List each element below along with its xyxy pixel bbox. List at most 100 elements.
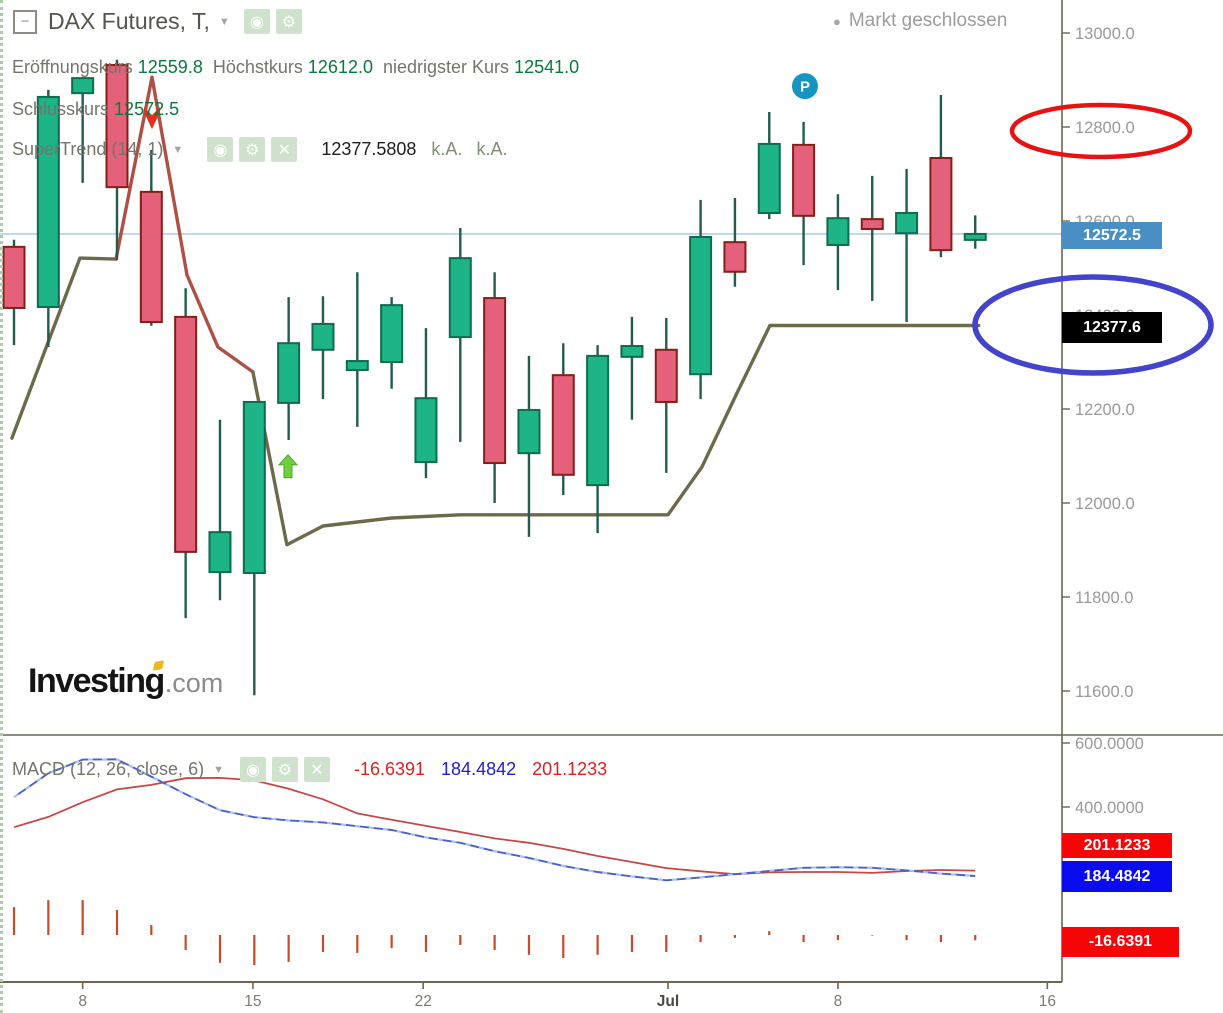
supertrend-na1: k.A. [431, 139, 463, 159]
price-axis-label: 11600.0 [1075, 683, 1133, 701]
time-axis-label: 8 [78, 993, 87, 1010]
candle [36, 89, 60, 347]
macd-histogram [12, 900, 977, 966]
candle-body [277, 342, 301, 404]
open-value: 12559.8 [137, 57, 203, 77]
ohlc-row: Eröffnungskurs 12559.8 Höchstkurs 12612.… [12, 57, 579, 78]
supertrend-segment-down [114, 75, 255, 374]
candle [586, 345, 610, 534]
supertrend-price-badge: 12377.6 [1062, 312, 1162, 343]
candle [448, 228, 472, 442]
chevron-down-icon[interactable]: ▼ [218, 15, 230, 28]
candle-body [345, 360, 369, 371]
market-status: ● Markt geschlossen [833, 10, 1007, 32]
time-axis-label: 8 [834, 993, 843, 1010]
candle-body [483, 297, 507, 465]
candle-body [757, 142, 781, 215]
collapse-icon[interactable]: − [13, 9, 37, 34]
candle [895, 168, 919, 323]
supertrend-na2: k.A. [476, 139, 508, 159]
macd-signal-value: 201.1233 [532, 759, 608, 779]
candle [757, 111, 781, 220]
supertrend-segment-up [251, 323, 981, 547]
chart-left-border [0, 0, 3, 1013]
p-marker-icon[interactable]: P [791, 73, 818, 100]
candle-body [826, 217, 850, 246]
candle [963, 215, 987, 249]
price-axis-label: 11800.0 [1075, 589, 1133, 607]
instrument-title: DAX Futures, T, [48, 8, 210, 34]
macd-line-badge: 184.4842 [1062, 861, 1172, 892]
svg-text:P: P [800, 79, 810, 96]
candle [929, 95, 953, 258]
supertrend-segment-up [10, 256, 118, 440]
candle [380, 297, 404, 389]
candle [105, 59, 129, 261]
candle [311, 296, 335, 400]
remove-indicator-icon[interactable]: ✕ [271, 137, 298, 162]
price-axis-label: 12200.0 [1075, 401, 1135, 419]
candle-body [208, 531, 232, 574]
time-axis-label: Jul [657, 993, 679, 1010]
candle-body [105, 63, 129, 189]
candle [174, 288, 198, 619]
supertrend-value: 12377.5808 [321, 139, 417, 159]
candle-body [139, 190, 163, 324]
time-axis-label: 22 [415, 993, 432, 1010]
candle [551, 343, 575, 496]
red-annotation-ellipse [1009, 102, 1193, 160]
candle [414, 328, 438, 479]
candle [517, 355, 541, 537]
low-label: niedrigster Kurs [383, 57, 510, 77]
close-row: Schlusskurs 12572.5 [12, 99, 179, 120]
sell-signal-arrow-icon [144, 107, 161, 130]
candle-body [71, 77, 95, 95]
price-axis-label: 12000.0 [1075, 495, 1135, 513]
status-dot-icon: ● [833, 13, 841, 29]
settings-gear-icon[interactable]: ⚙ [271, 757, 298, 782]
settings-gear-icon[interactable]: ⚙ [239, 137, 266, 162]
candle-body [311, 322, 335, 351]
macd-row: MACD (12, 26, close, 6) ▼ ◉ ⚙ ✕ -16.6391… [12, 757, 607, 782]
candle-body [860, 218, 884, 230]
visibility-toggle-icon[interactable]: ◉ [243, 9, 270, 34]
candle-body [792, 143, 816, 217]
candle [208, 419, 232, 601]
candle [860, 175, 884, 301]
candle [723, 197, 747, 287]
candle-body [929, 157, 953, 252]
macd-axis-label: 400.0000 [1075, 799, 1144, 817]
candle-body [620, 345, 644, 358]
candle [792, 121, 816, 266]
macd-hist-value: -16.6391 [353, 759, 426, 779]
candlestick-series [2, 59, 987, 696]
visibility-toggle-icon[interactable]: ◉ [239, 757, 266, 782]
candle [689, 199, 713, 400]
macd-signal-line [13, 776, 976, 876]
chevron-down-icon[interactable]: ▼ [172, 143, 184, 156]
low-value: 12541.0 [514, 57, 580, 77]
candle [620, 316, 644, 420]
candle-body [654, 348, 678, 403]
candle [483, 272, 507, 503]
last-price-badge: 12572.5 [1062, 222, 1162, 249]
supertrend-line [10, 75, 981, 547]
candle-body [2, 245, 26, 309]
logo-brand: Investing [28, 662, 165, 700]
candle [139, 150, 163, 326]
candle-body [414, 397, 438, 464]
chevron-down-icon[interactable]: ▼ [213, 763, 224, 776]
close-value: 12572.5 [114, 99, 180, 119]
open-label: Eröffnungskurs [12, 57, 133, 77]
investing-logo: Investing .com [28, 660, 223, 701]
visibility-toggle-icon[interactable]: ◉ [207, 137, 234, 162]
candle [654, 317, 678, 473]
candle-body [551, 374, 575, 476]
candle-body [380, 304, 404, 364]
settings-gear-icon[interactable]: ⚙ [275, 9, 302, 34]
time-axis-label: 15 [244, 993, 261, 1010]
remove-indicator-icon[interactable]: ✕ [303, 757, 330, 782]
close-label: Schlusskurs [12, 99, 110, 119]
